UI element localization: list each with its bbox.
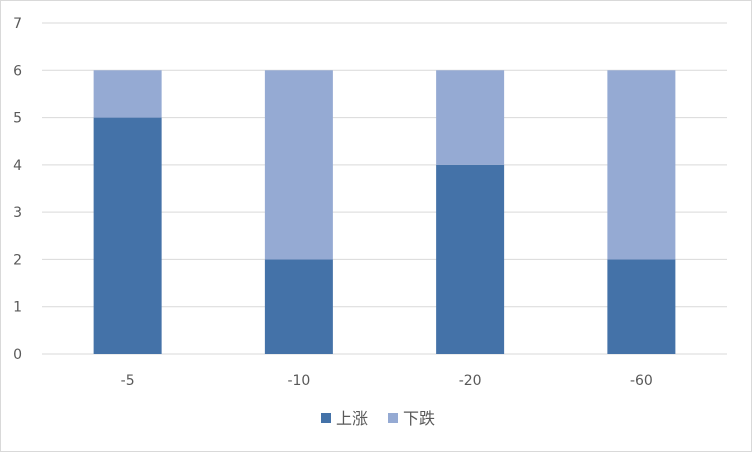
y-tick-label: 5 [13,111,22,127]
y-tick-label: 1 [13,300,22,316]
bar-segment-up [264,259,333,354]
x-tick-label: -20 [459,373,482,389]
x-tick-label: -60 [630,373,653,389]
y-tick-label: 6 [13,63,22,79]
y-axis-tick-labels: 0 1 2 3 4 5 6 7 [13,16,22,363]
bar-segment-up [607,259,676,354]
bar-segment-down [607,70,676,260]
y-tick-label: 0 [13,347,22,363]
y-tick-label: 3 [13,205,22,221]
y-tick-label: 2 [13,252,22,268]
y-tick-label: 4 [13,158,22,174]
legend-swatch-up [321,413,331,423]
y-tick-label: 7 [13,16,22,32]
bar-segment-up [436,164,505,354]
x-tick-label: -5 [121,373,135,389]
x-tick-label: -10 [287,373,310,389]
legend-swatch-down [388,413,398,423]
legend-label-up: 上涨 [336,409,368,428]
legend: 上涨 下跌 [321,409,435,428]
bar-segment-down [436,70,505,165]
legend-label-down: 下跌 [403,409,435,428]
bar-segment-down [93,70,162,118]
x-axis-tick-labels: -5 -10 -20 -60 [121,373,653,389]
bar-segment-down [264,70,333,260]
bar-segment-up [93,117,162,354]
bars [93,70,676,354]
